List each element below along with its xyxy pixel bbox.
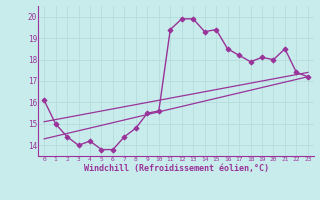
X-axis label: Windchill (Refroidissement éolien,°C): Windchill (Refroidissement éolien,°C) — [84, 164, 268, 173]
